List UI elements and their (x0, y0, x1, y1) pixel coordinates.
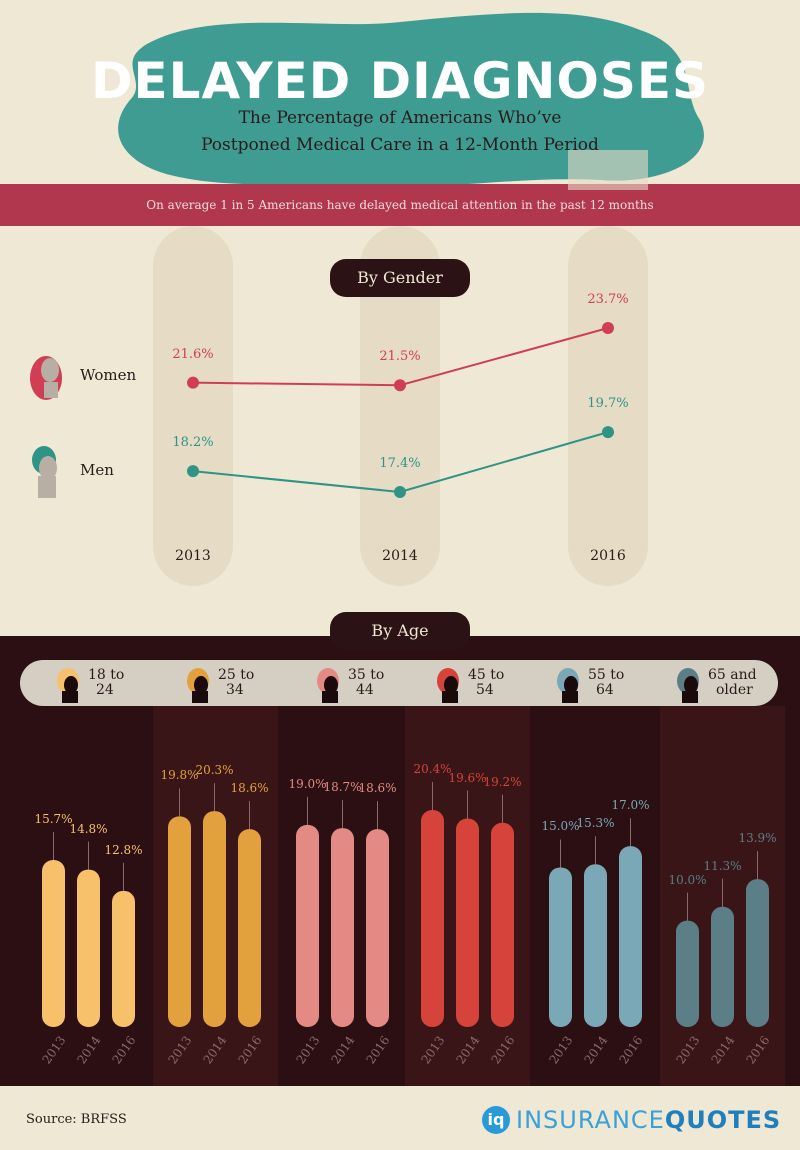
bar-value-label: 18.6% (358, 781, 397, 796)
age-group-label-line-1: 35 to (348, 667, 385, 683)
value-label-women-2014: 21.5% (379, 349, 421, 365)
bar-value-label: 15.3% (576, 816, 615, 831)
age-group-label: 35 to 44 (348, 668, 384, 698)
bar-35-to-44-2016 (366, 829, 389, 1027)
bar-value-label: 10.0% (668, 872, 707, 887)
bar-value-label: 15.0% (541, 819, 580, 834)
age-group-label-line-2: 64 (596, 682, 614, 698)
bar-55-to-64-2014 (584, 864, 607, 1027)
age-group-label: 25 to 34 (218, 668, 254, 698)
age-legend-bar (20, 660, 778, 706)
bar-55-to-64-2013 (549, 867, 572, 1027)
bar-value-label: 20.3% (195, 763, 234, 778)
point-women-2016 (602, 322, 614, 334)
head-35-44-icon (312, 663, 342, 703)
value-label-women-2016: 23.7% (587, 292, 629, 307)
column-2016 (568, 226, 648, 586)
column-2016-top (568, 150, 648, 190)
gender-section-label: By Gender (330, 259, 470, 297)
women-legend-label: Women (80, 366, 137, 384)
bar-45-to-54-2016 (491, 822, 514, 1027)
age-group-label: 65 and older (708, 668, 757, 698)
head-25-34-icon (182, 663, 212, 703)
brand-logo-icon: iq (482, 1106, 510, 1134)
age-group-label-line-2: older (716, 682, 753, 698)
age-group-label-line-2: 54 (476, 682, 494, 698)
bar-18-to-24-2014 (77, 869, 100, 1027)
subtitle-line-1: The Percentage of Americans Who’ve (238, 108, 562, 128)
bar-45-to-54-2014 (456, 818, 479, 1027)
bar-value-label: 13.9% (738, 831, 777, 846)
age-group-label-line-1: 45 to (468, 667, 505, 683)
age-group-label: 18 to 24 (88, 668, 124, 698)
bar-value-label: 18.7% (323, 780, 362, 795)
age-group-label-line-1: 55 to (588, 667, 625, 683)
value-label-women-2013: 21.6% (172, 346, 214, 362)
point-women-2014 (394, 379, 406, 392)
bar-value-label: 15.7% (34, 811, 73, 826)
column-2014 (360, 226, 440, 586)
page-subtitle: The Percentage of Americans Who’ve Postp… (150, 105, 650, 159)
point-men-2013 (187, 465, 199, 478)
age-group-label-line-2: 34 (226, 682, 244, 698)
point-men-2014 (394, 486, 406, 498)
bar-65-and-older-2013 (676, 920, 699, 1027)
bar-18-to-24-2013 (42, 859, 65, 1027)
bar-65-and-older-2014 (711, 906, 734, 1027)
point-men-2016 (602, 426, 614, 439)
bar-25-to-34-2013 (168, 816, 191, 1027)
head-55-64-icon (552, 663, 582, 703)
bar-value-label: 19.8% (160, 768, 199, 783)
age-group-label-line-2: 24 (96, 682, 114, 698)
bar-value-label: 12.8% (104, 842, 143, 857)
bar-value-label: 20.4% (413, 762, 452, 776)
brand-logo: INSURANCEQUOTES (516, 1106, 781, 1134)
page-title: DELAYED DIAGNOSES (90, 52, 710, 110)
bar-25-to-34-2014 (203, 811, 226, 1027)
bar-value-label: 19.2% (483, 774, 522, 789)
bar-45-to-54-2013 (421, 810, 444, 1027)
age-group-label-line-1: 25 to (218, 667, 255, 683)
head-65-older-icon (672, 663, 702, 703)
value-label-men-2016: 19.7% (587, 396, 629, 412)
value-label-men-2013: 18.2% (172, 435, 214, 451)
year-label-2013: 2013 (175, 548, 211, 564)
age-group-label-line-1: 65 and (708, 667, 757, 683)
column-2013 (153, 226, 233, 586)
bar-35-to-44-2014 (331, 828, 354, 1027)
men-legend-label: Men (80, 461, 114, 479)
year-label-2014: 2014 (382, 548, 418, 564)
bar-value-label: 14.8% (69, 821, 108, 836)
bar-value-label: 17.0% (611, 798, 650, 813)
head-45-54-icon (432, 663, 462, 703)
banner-text: On average 1 in 5 Americans have delayed… (146, 198, 654, 212)
source-text: Source: BRFSS (26, 1112, 127, 1127)
point-women-2013 (187, 376, 199, 389)
brand-quotes: QUOTES (664, 1106, 782, 1134)
brand-insurance: INSURANCE (516, 1106, 665, 1134)
age-section-label: By Age (330, 612, 470, 650)
age-group-label-line-1: 18 to (88, 667, 125, 683)
subtitle-line-2: Postponed Medical Care in a 12-Month Per… (201, 135, 599, 155)
year-label-2016: 2016 (590, 548, 626, 564)
age-group-label: 45 to 54 (468, 668, 504, 698)
bar-value-label: 19.6% (448, 770, 487, 785)
bar-35-to-44-2013 (296, 824, 319, 1027)
banner-strip (0, 184, 800, 226)
bar-55-to-64-2016 (619, 846, 642, 1027)
bar-value-label: 19.0% (288, 776, 327, 791)
bar-65-and-older-2016 (746, 879, 769, 1027)
bar-25-to-34-2016 (238, 829, 261, 1027)
bar-18-to-24-2016 (112, 890, 135, 1027)
head-18-24-icon (52, 663, 82, 703)
age-group-label-line-2: 44 (356, 682, 374, 698)
value-label-men-2014: 17.4% (379, 456, 421, 471)
title-blob (118, 12, 704, 187)
age-group-label: 55 to 64 (588, 668, 624, 698)
bar-value-label: 11.3% (703, 858, 742, 873)
bar-value-label: 18.6% (230, 781, 269, 796)
